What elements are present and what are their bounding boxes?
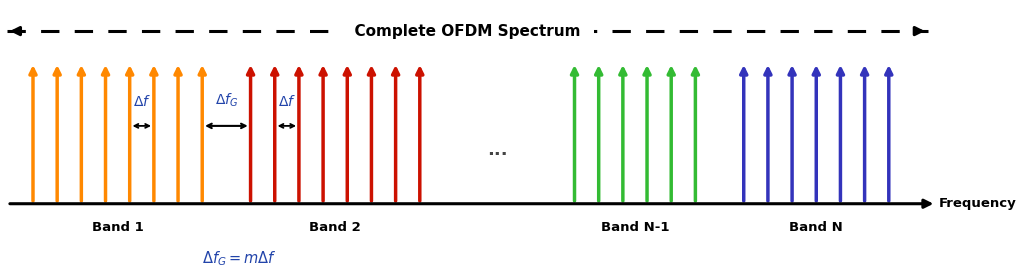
Text: $\Delta f$: $\Delta f$ — [132, 94, 151, 109]
Text: Band N: Band N — [789, 221, 843, 234]
Text: Band 1: Band 1 — [91, 221, 144, 234]
Text: $\Delta f_G = m\Delta f$: $\Delta f_G = m\Delta f$ — [202, 249, 277, 268]
Text: $\Delta f$: $\Delta f$ — [278, 94, 295, 109]
Text: Band N-1: Band N-1 — [600, 221, 669, 234]
Text: Complete OFDM Spectrum: Complete OFDM Spectrum — [344, 24, 591, 39]
Text: ...: ... — [487, 141, 508, 159]
Text: $\Delta f_G$: $\Delta f_G$ — [214, 91, 238, 109]
Text: Frequency: Frequency — [939, 197, 1017, 210]
Text: Band 2: Band 2 — [309, 221, 361, 234]
